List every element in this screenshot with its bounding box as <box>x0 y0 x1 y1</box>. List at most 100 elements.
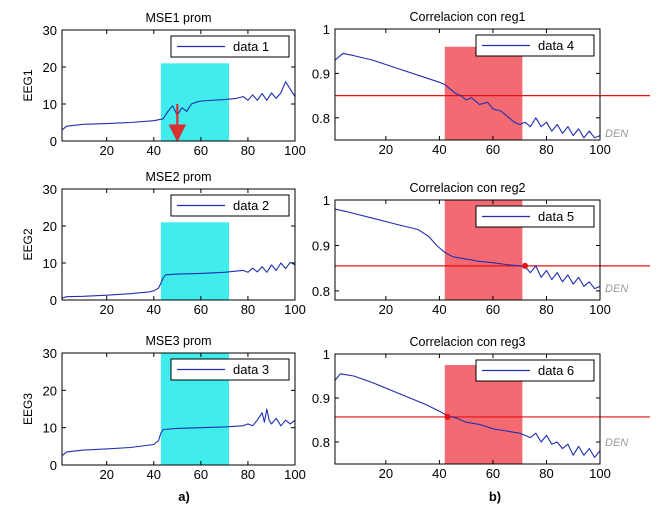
legend-box <box>475 34 595 57</box>
x-tick-label: 100 <box>589 302 611 317</box>
series-line-data-4 <box>334 52 601 139</box>
x-tick-label: 100 <box>589 142 611 157</box>
y-tick-label: 1 <box>323 347 330 362</box>
x-tick-label: 60 <box>486 302 500 317</box>
x-tick-label: 20 <box>379 302 393 317</box>
chart-title: Correlacion con reg3 <box>409 335 525 349</box>
legend-label: data 3 <box>233 362 269 377</box>
y-tick-label: 0 <box>50 293 57 308</box>
x-tick-label: 40 <box>432 466 446 481</box>
y-tick-label: 30 <box>43 346 57 361</box>
chart-title: MSE2 prom <box>146 170 212 184</box>
legend-box <box>170 358 290 381</box>
legend-label: data 5 <box>538 209 574 224</box>
caption-left: a) <box>178 489 190 504</box>
x-tick-label: 40 <box>147 467 161 482</box>
x-tick-label: 60 <box>486 466 500 481</box>
chart-title: Correlacion con reg1 <box>409 10 525 24</box>
x-tick-label: 60 <box>194 467 208 482</box>
highlight-band <box>160 222 230 300</box>
x-tick-label: 20 <box>99 302 113 317</box>
series-line-data-3 <box>61 408 296 457</box>
y-axis-label: EEG2 <box>21 228 35 260</box>
legend-label: data 1 <box>233 39 269 54</box>
y-tick-label: 0 <box>50 458 57 473</box>
series-line-data-2 <box>61 261 296 299</box>
x-tick-label: 100 <box>589 466 611 481</box>
axes-frame <box>334 353 601 465</box>
chart-panel-6: 20 40 60 80 100 0.8 0.9 1 Correlacion con reg3 da… <box>312 335 650 481</box>
y-tick-label: 0.9 <box>312 238 330 253</box>
y-tick-label: 10 <box>43 256 57 271</box>
y-tick-label: 10 <box>43 421 57 436</box>
chart-panel-3: 20 40 60 80 100 0 10 20 30 MSE3 prom EEG3 data 3 <box>21 334 306 482</box>
axes-frame <box>334 28 601 141</box>
y-tick-label: 0.9 <box>312 66 330 81</box>
legend-box <box>170 194 290 217</box>
y-tick-label: 20 <box>43 219 57 234</box>
x-tick-label: 40 <box>432 142 446 157</box>
axes-frame <box>61 29 296 142</box>
y-tick-label: 0.8 <box>312 284 330 299</box>
chart-panel-2: 20 40 60 80 100 0 10 20 30 MSE2 prom EEG2 data 2 <box>21 170 306 317</box>
x-tick-label: 60 <box>194 143 208 158</box>
x-tick-label: 60 <box>194 302 208 317</box>
axes-frame <box>334 199 601 301</box>
x-tick-label: 80 <box>241 467 255 482</box>
chart-title: Correlacion con reg2 <box>409 181 525 195</box>
side-text-2: DEN <box>605 283 628 295</box>
x-tick-label: 40 <box>432 302 446 317</box>
y-axis-label: EEG3 <box>21 393 35 425</box>
side-text-1: DEN <box>605 128 628 140</box>
x-tick-label: 80 <box>539 466 553 481</box>
legend-box <box>475 205 595 228</box>
axes-frame <box>61 352 296 466</box>
y-tick-label: 20 <box>43 60 57 75</box>
legend-label: data 4 <box>538 38 574 53</box>
x-tick-label: 20 <box>379 466 393 481</box>
legend-box <box>170 35 290 58</box>
chart-panel-1: 20 40 60 80 100 0 10 20 30 MSE1 prom EEG1 data 1 <box>21 11 306 158</box>
y-tick-label: 20 <box>43 383 57 398</box>
x-tick-label: 60 <box>486 142 500 157</box>
y-tick-label: 1 <box>323 22 330 37</box>
chart-panel-5: 20 40 60 80 100 0.8 0.9 1 Correlacion con reg2 da… <box>312 181 650 317</box>
x-tick-label: 80 <box>539 142 553 157</box>
x-tick-label: 80 <box>241 302 255 317</box>
threshold-marker <box>522 262 529 269</box>
series-line-data-6 <box>334 373 601 458</box>
x-tick-label: 80 <box>241 143 255 158</box>
y-tick-label: 0.9 <box>312 391 330 406</box>
x-tick-label: 20 <box>99 143 113 158</box>
x-tick-label: 40 <box>147 302 161 317</box>
legend-label: data 2 <box>233 198 269 213</box>
y-tick-label: 30 <box>43 182 57 197</box>
x-tick-label: 40 <box>147 143 161 158</box>
highlight-band <box>444 46 523 141</box>
y-tick-label: 30 <box>43 23 57 38</box>
x-tick-label: 80 <box>539 302 553 317</box>
chart-panel-4: 20 40 60 80 100 0.8 0.9 1 Correlacion con reg1 da… <box>312 10 650 157</box>
chart-title: MSE1 prom <box>146 11 212 25</box>
x-tick-label: 20 <box>379 142 393 157</box>
series-line-data-1 <box>61 81 296 131</box>
y-tick-label: 1 <box>323 193 330 208</box>
y-tick-label: 0.8 <box>312 435 330 450</box>
x-tick-label: 100 <box>284 302 306 317</box>
axes-frame <box>61 188 296 301</box>
y-tick-label: 0 <box>50 134 57 149</box>
chart-title: MSE3 prom <box>146 334 212 348</box>
caption-right: b) <box>489 489 501 504</box>
x-tick-label: 20 <box>99 467 113 482</box>
x-tick-label: 100 <box>284 467 306 482</box>
y-tick-label: 0.8 <box>312 111 330 126</box>
legend-box <box>475 359 595 382</box>
y-tick-label: 10 <box>43 97 57 112</box>
y-axis-label: EEG1 <box>21 69 35 101</box>
side-text-3: DEN <box>605 437 628 449</box>
x-tick-label: 100 <box>284 143 306 158</box>
threshold-marker <box>444 413 451 420</box>
legend-label: data 6 <box>538 363 574 378</box>
